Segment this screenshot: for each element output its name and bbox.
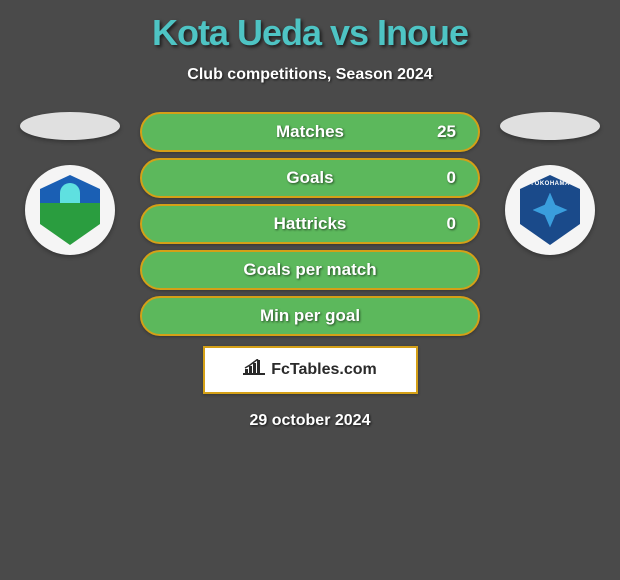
comparison-area: Matches 25 Goals 0 Hattricks 0 Goals per… [20, 112, 600, 430]
page-title: Kota Ueda vs Inoue [20, 12, 600, 54]
stat-label: Hattricks [274, 214, 347, 234]
club-badge-2: YOKOHAMA [505, 165, 595, 255]
stat-label: Goals per match [243, 260, 376, 280]
right-player-col: YOKOHAMA [500, 112, 600, 255]
stat-value: 25 [437, 122, 456, 142]
date: 29 october 2024 [140, 412, 480, 430]
stat-label: Min per goal [260, 306, 360, 326]
main-container: Kota Ueda vs Inoue Club competitions, Se… [0, 0, 620, 440]
stat-row-goals-per-match: Goals per match [140, 250, 480, 290]
fctables-logo-box: FcTables.com [203, 346, 418, 394]
club-badge-1 [25, 165, 115, 255]
stat-value: 0 [447, 168, 456, 188]
fctables-logo: FcTables.com [243, 359, 377, 382]
stat-row-hattricks: Hattricks 0 [140, 204, 480, 244]
stat-row-min-per-goal: Min per goal [140, 296, 480, 336]
shield-icon: YOKOHAMA [520, 175, 580, 245]
badge-text: YOKOHAMA [530, 181, 570, 187]
chart-icon [243, 359, 265, 382]
stat-row-goals: Goals 0 [140, 158, 480, 198]
shield-icon [40, 175, 100, 245]
subtitle: Club competitions, Season 2024 [20, 66, 600, 84]
stat-value: 0 [447, 214, 456, 234]
left-player-col [20, 112, 120, 255]
player-1-avatar-placeholder [20, 112, 120, 140]
player-2-avatar-placeholder [500, 112, 600, 140]
stat-label: Goals [286, 168, 333, 188]
stat-label: Matches [276, 122, 344, 142]
stats-column: Matches 25 Goals 0 Hattricks 0 Goals per… [120, 112, 500, 430]
stat-row-matches: Matches 25 [140, 112, 480, 152]
logo-text: FcTables.com [271, 361, 377, 379]
